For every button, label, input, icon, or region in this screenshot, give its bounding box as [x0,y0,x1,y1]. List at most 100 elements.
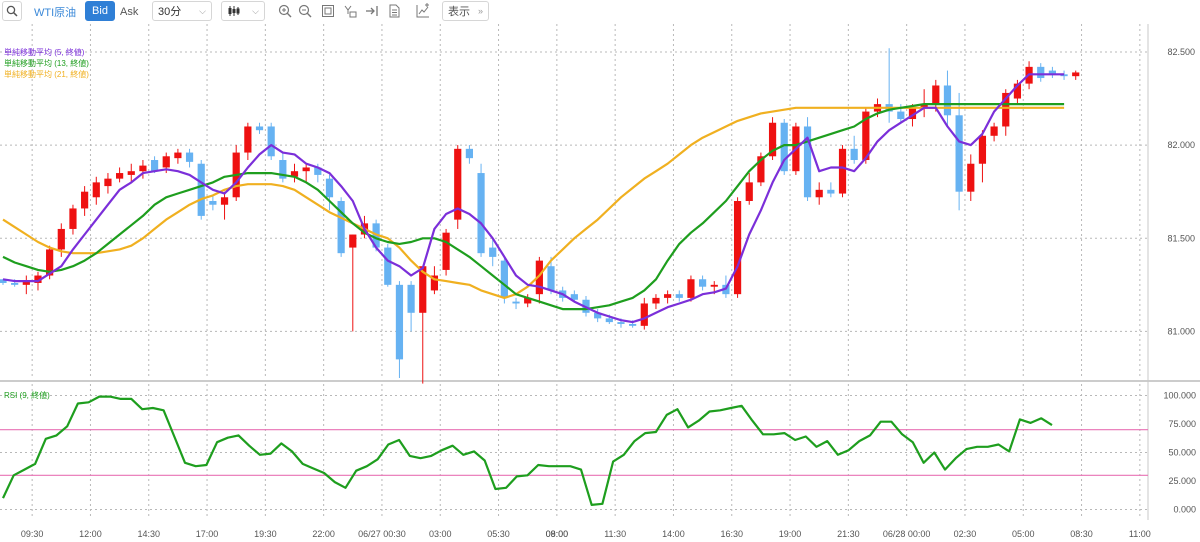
candle [664,290,672,304]
sma5-line [2,73,1065,324]
price-tick-label: 81.000 [1167,326,1195,336]
crosshair-button[interactable] [342,3,358,19]
candle-body [699,279,707,287]
candle [232,145,240,201]
time-tick-label: 11:30 [604,529,626,539]
price-tick-label: 82.000 [1167,140,1195,150]
candle-body [267,126,275,157]
candle-body [442,232,450,270]
sma13-line [2,102,1065,311]
jump-latest-button[interactable] [364,3,380,19]
symbol-name[interactable]: WTI原油 [34,7,77,19]
bid-button[interactable]: Bid [85,1,115,21]
rsi-label: RSI (9, 終値) [4,390,50,400]
candle [838,145,847,198]
candle-body [967,163,975,192]
candle-body [768,122,777,157]
ask-button[interactable]: Ask [120,6,139,18]
price-axis: 82.500 82.000 81.500 81.000 [1167,47,1195,336]
candle-body [570,294,578,300]
rsi-pane [2,395,1053,506]
candle-body [34,275,42,283]
candle [92,176,100,205]
candle-body [150,160,159,172]
candle [209,195,217,211]
candle [1072,70,1080,80]
candle [395,281,404,378]
candle-body [325,178,334,198]
candle [990,122,998,142]
candle-body [46,249,54,276]
legend: 単純移動平均 (5, 終値) 単純移動平均 (13, 終値) 単純移動平均 (2… [4,47,89,400]
time-tick-label: 22:00 [312,529,335,539]
time-tick-label: 21:30 [837,529,860,539]
search-button[interactable] [2,1,22,21]
candle-body [162,156,170,168]
time-tick-label: 14:30 [137,529,160,539]
legend-sma13: 単純移動平均 (13, 終値) [4,58,89,68]
candle [349,234,357,332]
moving-averages [2,73,1065,324]
candle [500,256,508,304]
candle [1013,79,1022,105]
document-button[interactable] [386,3,402,19]
candle-body [827,189,835,194]
chevron-down-icon: » [477,6,483,16]
rsi-tick-label: 75.000 [1168,419,1196,429]
candle [419,266,427,384]
candle [757,152,765,187]
chart-type-select[interactable]: ⌵ [221,1,265,21]
zoom-in-icon [278,4,292,18]
candle-body [664,294,672,298]
candle-body [81,191,89,209]
candle [675,290,683,302]
candle [302,163,310,183]
candle [174,148,182,164]
candle [255,122,264,134]
candle-body [337,201,345,254]
candle [815,182,823,205]
candle-body [104,178,112,187]
zoom-out-button[interactable] [297,3,313,19]
legend-sma21: 単純移動平均 (21, 終値) [4,69,89,79]
candle-body [0,279,7,283]
candle [967,154,975,201]
candle [1048,66,1056,79]
candle [407,281,415,332]
interval-select[interactable]: 30分 ⌵ [152,1,212,21]
time-tick-label: 08:30 [1070,529,1093,539]
add-indicator-button[interactable] [415,3,431,19]
candlestick-icon [228,6,240,16]
candle [325,174,334,211]
candle [943,70,952,127]
candle [827,182,835,198]
candle-body [850,148,858,161]
time-tick-label: 05:00 [1012,529,1035,539]
candle [290,163,299,183]
candle [69,204,77,235]
candle [139,160,147,179]
candle [768,117,777,161]
fit-button[interactable] [320,3,336,19]
fit-icon [322,5,334,17]
candle [512,297,520,310]
time-tick-label: 03:00 [429,529,452,539]
time-tick-label: 16:30 [720,529,743,539]
display-menu-button[interactable]: 表示 » [442,1,489,21]
chevron-down-icon: ⌵ [199,5,206,16]
candle [477,163,485,257]
time-tick-label: 11:00 [1129,529,1151,539]
candle [81,186,89,216]
candle [127,163,135,183]
rsi-line [2,395,1053,506]
time-tick-label: 02:30 [954,529,977,539]
zoom-in-button[interactable] [277,3,293,19]
candle-body [687,279,695,298]
candle [803,117,812,201]
legend-sma5: 単純移動平均 (5, 終値) [4,47,85,57]
rsi-tick-label: 50.000 [1168,448,1196,458]
add-indicator-icon [416,3,429,18]
time-tick-label: 17:00 [196,529,219,539]
candle [687,275,695,302]
